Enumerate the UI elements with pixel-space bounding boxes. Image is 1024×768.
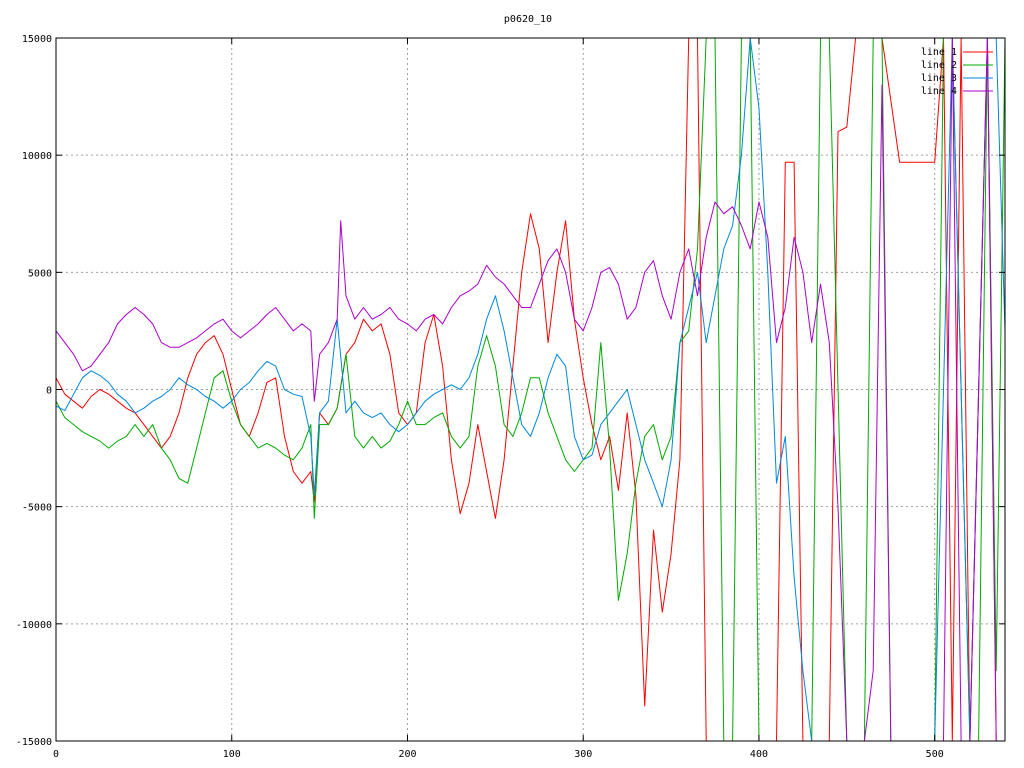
legend-label-1: line 1 (921, 47, 957, 58)
tick-layer: 0 100 200 300 400 500 -15000 -10000 -5000 0 5000 10… (16, 34, 1005, 760)
x-tick-label: 200 (398, 749, 416, 760)
series-line-3 (56, 38, 1005, 741)
series-line-4 (56, 38, 1005, 741)
y-tick-label: 15000 (22, 34, 52, 45)
y-tick-label: 5000 (28, 268, 52, 279)
y-tick-label: 10000 (22, 151, 52, 162)
series-line-1 (56, 38, 1005, 741)
series-layer (56, 38, 1005, 741)
legend-label-2: line 2 (921, 60, 957, 71)
y-tick-label: -15000 (16, 737, 52, 748)
x-tick-label: 300 (574, 749, 592, 760)
series-line-2 (56, 38, 1005, 741)
chart-title: p0620_10 (504, 14, 552, 25)
legend-label-4: line 4 (921, 86, 957, 97)
grid-layer (56, 38, 1005, 741)
x-tick-label: 0 (53, 749, 59, 760)
legend: line 1 line 2 line 3 line 4 (921, 47, 993, 97)
legend-label-3: line 3 (921, 73, 957, 84)
x-tick-label: 500 (926, 749, 944, 760)
y-tick-label: -10000 (16, 620, 52, 631)
x-tick-label: 400 (750, 749, 768, 760)
y-tick-label: 0 (46, 386, 52, 397)
x-tick-label: 100 (223, 749, 241, 760)
y-tick-label: -5000 (22, 503, 52, 514)
